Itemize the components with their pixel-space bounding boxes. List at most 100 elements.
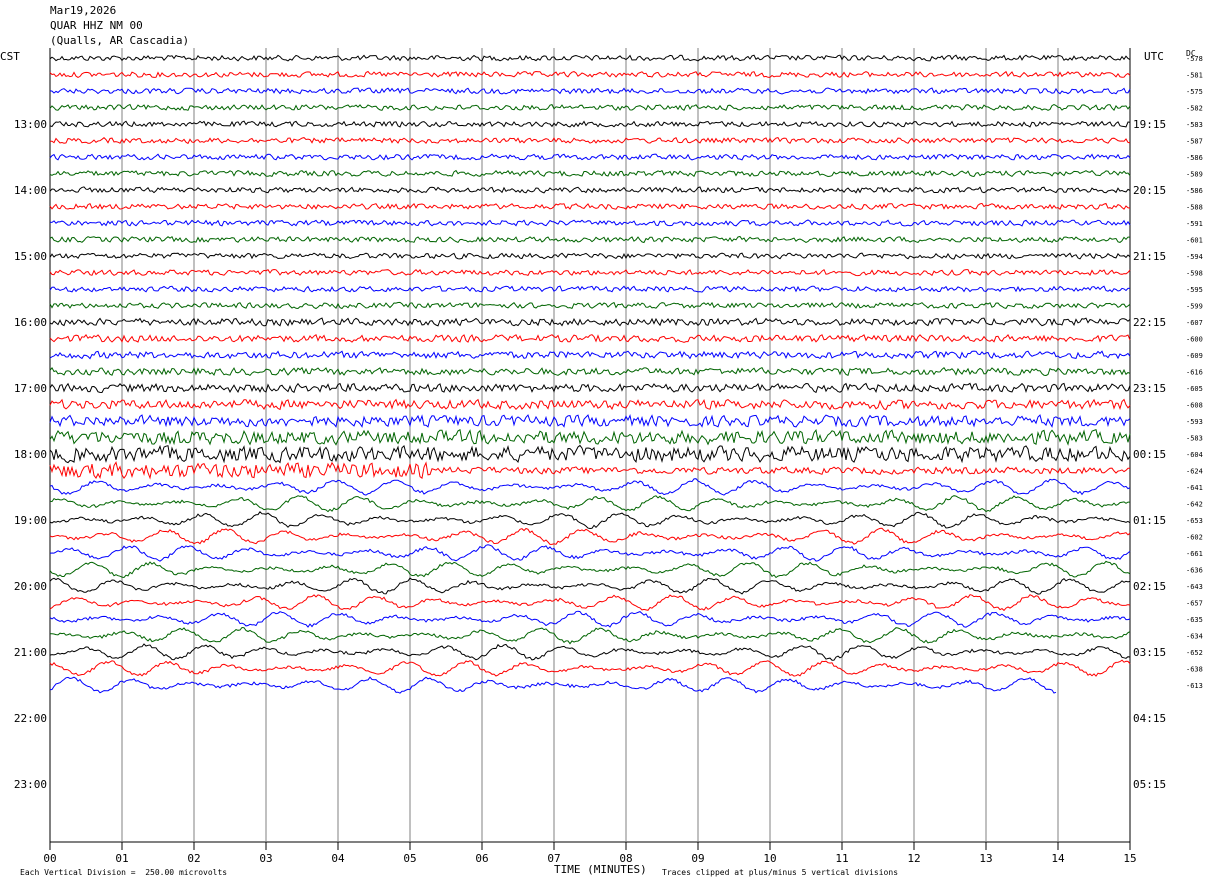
axis-labels: 00 01 02 03 04 05 06 07 08 09 10 11 12 13 14 15 13:00 14:… [14, 55, 1203, 865]
dc-offset-label: -641 [1186, 484, 1203, 492]
seismic-trace [49, 285, 1131, 293]
x-tick-label: 06 [475, 852, 488, 865]
seismic-trace [49, 659, 1131, 677]
seismic-trace [49, 398, 1131, 411]
dc-offset-label: -589 [1186, 171, 1203, 179]
seismic-trace [49, 301, 1131, 310]
x-tick-label: 02 [187, 852, 200, 865]
seismic-trace [49, 366, 1131, 377]
utc-hour-label: 22:15 [1133, 316, 1166, 329]
seismic-trace [49, 268, 1131, 277]
cst-hour-label: 16:00 [14, 316, 47, 329]
dc-offset-label: -609 [1186, 352, 1203, 360]
seismic-trace [49, 202, 1131, 211]
dc-offset-label: -598 [1186, 270, 1203, 278]
utc-hour-label: 20:15 [1133, 184, 1166, 197]
dc-offset-label: -586 [1186, 187, 1203, 195]
x-tick-label: 14 [1051, 852, 1065, 865]
x-tick-label: 00 [43, 852, 56, 865]
cst-hour-label: 22:00 [14, 712, 47, 725]
utc-hour-label: 05:15 [1133, 778, 1166, 791]
x-axis-title: TIME (MINUTES) [554, 863, 647, 876]
seismic-trace [49, 560, 1131, 579]
chart-date: Mar19,2026 [50, 4, 117, 17]
cst-hour-label: 15:00 [14, 250, 47, 263]
x-tick-label: 15 [1123, 852, 1136, 865]
dc-offset-label: -604 [1186, 451, 1203, 459]
cst-hour-label: 18:00 [14, 448, 47, 461]
seismic-trace [49, 350, 1131, 360]
seismic-trace [49, 169, 1131, 178]
seismic-trace [49, 594, 1131, 612]
dc-offset-label: -608 [1186, 402, 1203, 410]
x-tick-label: 03 [259, 852, 272, 865]
dc-offset-label: -602 [1186, 534, 1203, 542]
station-code: QUAR HHZ NM 00 [50, 19, 143, 32]
trace-group [49, 54, 1131, 694]
seismic-trace [49, 137, 1131, 145]
dc-offset-label: -578 [1186, 55, 1203, 63]
seismic-trace [49, 252, 1131, 260]
cst-hour-label: 13:00 [14, 118, 47, 131]
cst-axis-label: CST [0, 50, 20, 63]
x-tick-label: 11 [835, 852, 848, 865]
utc-hour-label: 23:15 [1133, 382, 1166, 395]
dc-offset-label: -653 [1186, 517, 1203, 525]
dc-offset-label: -635 [1186, 616, 1203, 624]
seismic-trace [49, 414, 1131, 428]
dc-offset-label: -634 [1186, 633, 1203, 641]
dc-offset-label: -594 [1186, 253, 1203, 261]
dc-offset-label: -591 [1186, 220, 1203, 228]
cst-hour-label: 20:00 [14, 580, 47, 593]
seismic-trace [49, 186, 1131, 194]
x-tick-label: 05 [403, 852, 416, 865]
seismic-trace [49, 478, 1131, 496]
x-tick-label: 08 [619, 852, 632, 865]
utc-hour-label: 00:15 [1133, 448, 1166, 461]
dc-offset-label: -652 [1186, 649, 1203, 657]
utc-hour-label: 02:15 [1133, 580, 1166, 593]
dc-offset-label: -638 [1186, 666, 1203, 674]
seismic-trace [49, 676, 1057, 694]
dc-offset-label: -595 [1186, 286, 1203, 294]
x-tick-label: 04 [331, 852, 345, 865]
seismic-trace [50, 626, 1131, 645]
dc-offset-label: -600 [1186, 336, 1203, 344]
seismic-trace [49, 334, 1131, 343]
dc-offset-label: -657 [1186, 600, 1203, 608]
seismic-trace [49, 429, 1131, 446]
utc-hour-label: 03:15 [1133, 646, 1166, 659]
seismic-trace [49, 577, 1131, 595]
seismic-trace [49, 511, 1131, 530]
seismic-trace [49, 54, 1131, 62]
dc-offset-label: -636 [1186, 567, 1203, 575]
x-tick-label: 13 [979, 852, 992, 865]
x-tick-label: 12 [907, 852, 920, 865]
utc-hour-label: 04:15 [1133, 712, 1166, 725]
vertical-division-note: Each Vertical Division = 250.00 microvol… [20, 868, 228, 877]
dc-offset-label: -605 [1186, 385, 1203, 393]
dc-offset-label: -581 [1186, 72, 1203, 80]
dc-offset-label: -582 [1186, 105, 1203, 113]
seismic-trace [49, 495, 1130, 513]
seismic-trace [49, 219, 1131, 227]
seismic-trace [49, 120, 1131, 128]
seismic-trace [49, 103, 1131, 112]
dc-offset-label: -583 [1186, 435, 1203, 443]
dc-offset-label: -624 [1186, 468, 1203, 476]
dc-offset-label: -599 [1186, 303, 1203, 311]
seismic-trace [49, 527, 1131, 545]
dc-column-label: DC [1186, 49, 1196, 58]
x-tick-label: 10 [763, 852, 776, 865]
gridlines [49, 48, 1131, 850]
seismic-trace [49, 382, 1131, 394]
x-tick-label: 09 [691, 852, 704, 865]
station-location: (Qualls, AR Cascadia) [50, 34, 190, 47]
dc-offset-label: -601 [1186, 237, 1203, 245]
utc-hour-label: 01:15 [1133, 514, 1166, 527]
dc-offset-label: -575 [1186, 88, 1203, 96]
dc-offset-label: -587 [1186, 138, 1203, 146]
dc-offset-label: -583 [1186, 121, 1203, 129]
dc-offset-label: -643 [1186, 583, 1203, 591]
seismic-trace [49, 444, 1131, 464]
